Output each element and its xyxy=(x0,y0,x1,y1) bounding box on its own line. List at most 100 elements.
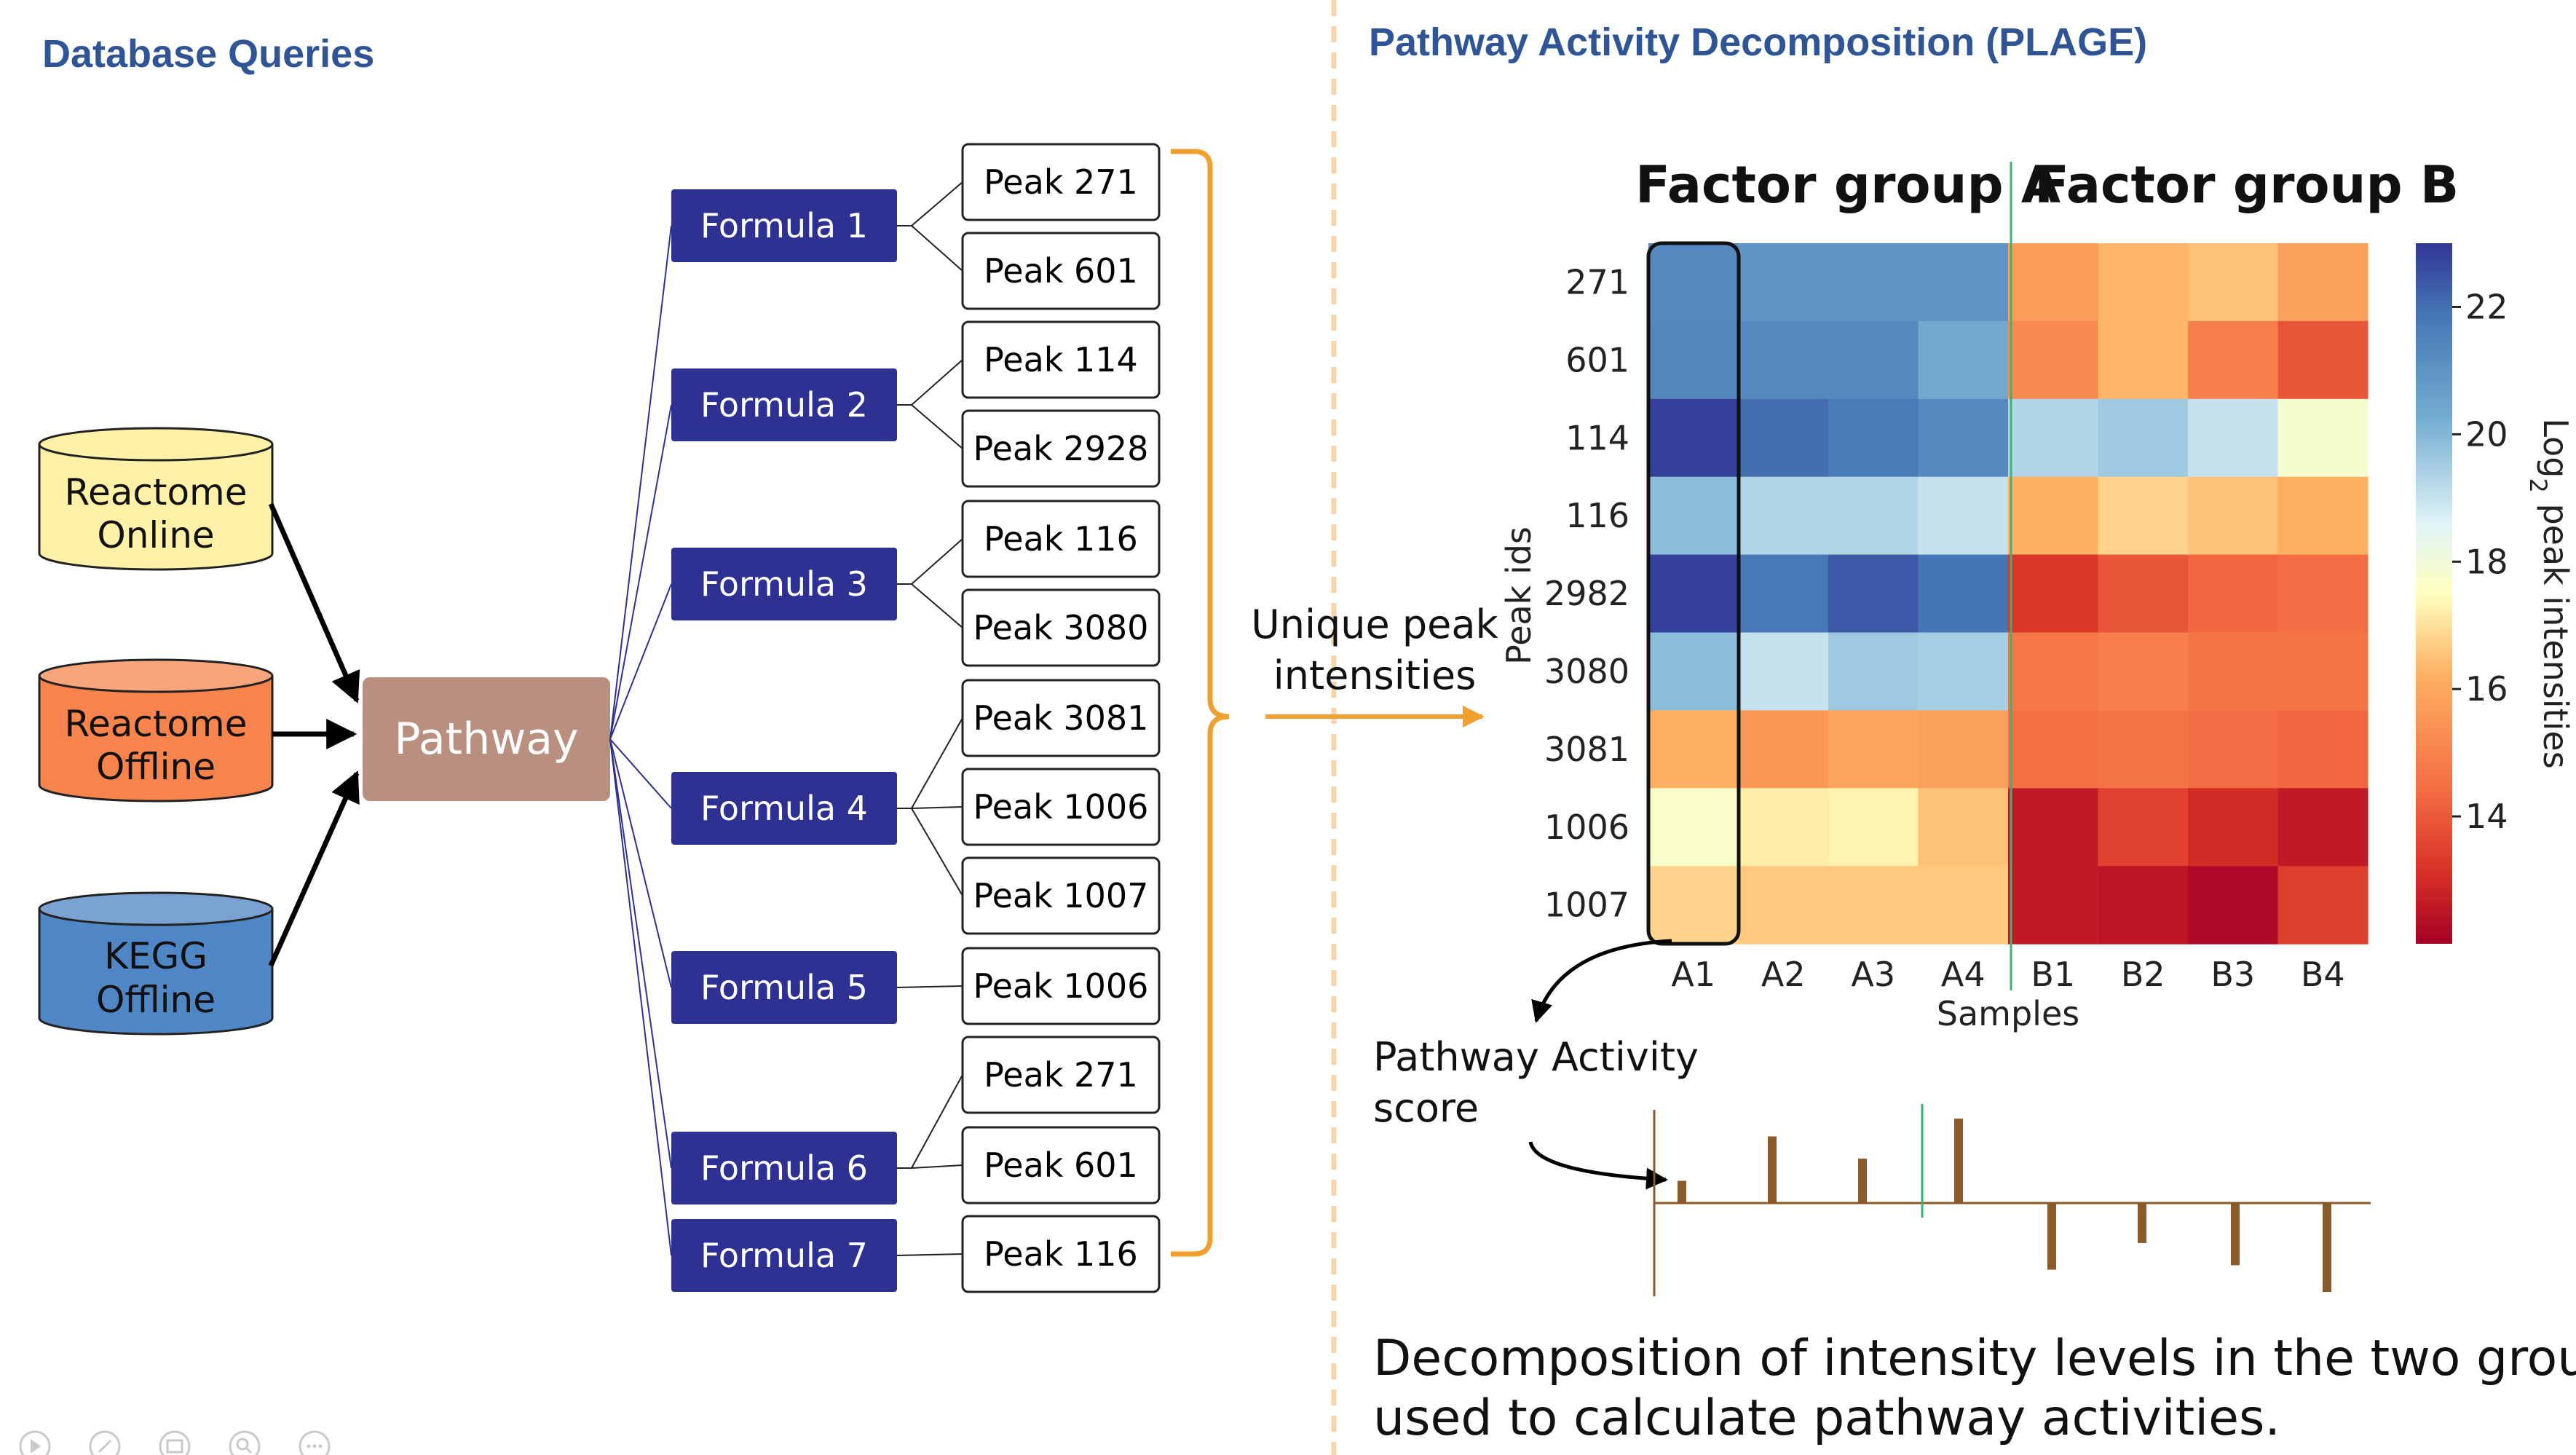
heatmap-cell xyxy=(1648,320,1739,400)
heatmap-cell xyxy=(2277,398,2368,478)
pathway-formula-link xyxy=(609,738,672,1169)
database-label-line2: Online xyxy=(97,514,214,556)
heatmap-cell xyxy=(1738,788,1829,867)
heatmap-cell xyxy=(2098,710,2189,789)
heatmap-cell xyxy=(2008,632,2099,711)
heatmap-y-tick: 114 xyxy=(1565,418,1629,457)
heatmap-x-tick: B4 xyxy=(2301,955,2345,994)
peak-box: Peak 3081 xyxy=(961,679,1161,757)
score-bar xyxy=(1858,1159,1867,1203)
heatmap-cell xyxy=(1738,243,1829,322)
heatmap-y-tick: 3081 xyxy=(1544,730,1629,769)
heatmap-xlabel: Samples xyxy=(1937,994,2079,1033)
heatmap-cell xyxy=(2277,320,2368,400)
formula-box: Formula 1 xyxy=(671,189,897,262)
bottom-text-line1: Decomposition of intensity levels in the… xyxy=(1373,1330,2576,1387)
pathway-formula-link xyxy=(609,738,672,988)
heatmap-cell xyxy=(1738,866,1829,945)
play-icon[interactable] xyxy=(19,1430,51,1455)
heatmap-x-tick: A3 xyxy=(1851,955,1895,994)
formula-label: Formula 3 xyxy=(700,564,868,604)
database-label-line1: Reactome xyxy=(64,703,247,745)
score-bar xyxy=(2231,1203,2240,1266)
colorbar: 22 20 18 16 14 Log2 peak intensities xyxy=(2416,243,2575,944)
heatmap-cell xyxy=(2188,710,2279,789)
formula-label: Formula 6 xyxy=(700,1148,868,1188)
colorbar-label-prefix: Log xyxy=(2536,418,2575,478)
heatmap-cell xyxy=(2098,788,2189,867)
a1-to-score-arrow xyxy=(1531,939,1672,1023)
more-icon[interactable] xyxy=(299,1430,331,1455)
peak-label: Peak 2928 xyxy=(973,429,1149,468)
pathway-score-chart xyxy=(1653,1104,2371,1296)
heatmap-cell xyxy=(1738,632,1829,711)
heatmap-cell xyxy=(1648,554,1739,634)
slides-icon[interactable] xyxy=(159,1430,191,1455)
formula-peak-link xyxy=(897,717,963,809)
zoom-icon[interactable] xyxy=(229,1430,261,1455)
heatmap-cell xyxy=(1918,710,2009,789)
heatmap-cell xyxy=(2098,476,2189,556)
peak-label: Peak 601 xyxy=(984,251,1138,291)
heatmap-cell xyxy=(2188,866,2279,945)
pathway-formula-links xyxy=(609,225,672,1256)
group-b-label: Factor group B xyxy=(2034,155,2459,215)
heatmap-cell xyxy=(2277,866,2368,945)
heatmap-cell xyxy=(1918,243,2009,322)
formula-label: Formula 4 xyxy=(700,789,868,828)
peak-label: Peak 1006 xyxy=(973,787,1149,827)
peak-box: Peak 271 xyxy=(961,1036,1161,1114)
heatmap-x-tick: A2 xyxy=(1761,955,1806,994)
heatmap-cell xyxy=(1648,398,1739,478)
score-label-line1: Pathway Activity xyxy=(1373,1034,1699,1080)
heatmap-cell xyxy=(2008,398,2099,478)
heatmap-cell xyxy=(1918,866,2009,945)
heatmap-cell xyxy=(2098,320,2189,400)
group-a-label: Factor group A xyxy=(1635,155,2061,215)
heatmap-cell xyxy=(2008,476,2099,556)
peak-box: Peak 116 xyxy=(961,500,1161,578)
heatmap-y-tick: 116 xyxy=(1565,496,1629,535)
score-bar xyxy=(1954,1119,1963,1203)
heatmap-cell xyxy=(2008,320,2099,400)
arrow-online-to-pathway xyxy=(268,502,360,703)
database-kegg-offline: KEGG Offline xyxy=(38,891,274,1036)
database-label-line1: KEGG xyxy=(104,935,208,977)
heatmap-cell xyxy=(2188,476,2279,556)
database-label-line1: Reactome xyxy=(64,471,247,513)
peak-label: Peak 3080 xyxy=(973,608,1149,647)
heatmap-cell xyxy=(1738,554,1829,634)
heatmap-cell xyxy=(2277,554,2368,634)
heatmap-cell xyxy=(2098,398,2189,478)
formula-peak-link xyxy=(896,1253,963,1256)
heatmap-cell xyxy=(1918,788,2009,867)
formula-peak-links xyxy=(896,181,963,1256)
heatmap-x-ticks: A1 A2 A3 A4 B1 B2 B3 B4 xyxy=(1671,955,2344,994)
heatmap-cell xyxy=(2277,632,2368,711)
peak-label: Peak 114 xyxy=(984,340,1138,379)
heatmap-y-tick: 1006 xyxy=(1544,808,1629,847)
formula-box: Formula 5 xyxy=(671,951,897,1024)
heatmap-cell xyxy=(1918,398,2009,478)
heatmap-cell xyxy=(1648,476,1739,556)
heatmap-cell xyxy=(2188,243,2279,322)
heatmap xyxy=(1648,243,2368,945)
colorbar-tick-label: 14 xyxy=(2465,797,2508,836)
colorbar-label-suffix: peak intensities xyxy=(2536,493,2575,769)
heatmap-cell xyxy=(1738,398,1829,478)
heatmap-cell xyxy=(1828,476,1919,556)
pen-icon[interactable] xyxy=(89,1430,121,1455)
peak-box: Peak 2928 xyxy=(961,409,1161,488)
heatmap-cell xyxy=(2277,243,2368,322)
pathway-formula-link xyxy=(609,738,672,809)
colorbar-label: Log2 peak intensities xyxy=(2524,418,2575,768)
formula-peak-link xyxy=(897,225,963,272)
heatmap-cell xyxy=(2008,243,2099,322)
colorbar-tick-label: 18 xyxy=(2465,542,2508,581)
heatmap-cell xyxy=(2188,320,2279,400)
pathway-box: Pathway xyxy=(363,677,610,801)
heatmap-cell xyxy=(2008,788,2099,867)
heatmap-y-tick: 601 xyxy=(1565,340,1629,379)
peak-box: Peak 271 xyxy=(961,143,1161,221)
formula-peak-link xyxy=(896,985,963,988)
